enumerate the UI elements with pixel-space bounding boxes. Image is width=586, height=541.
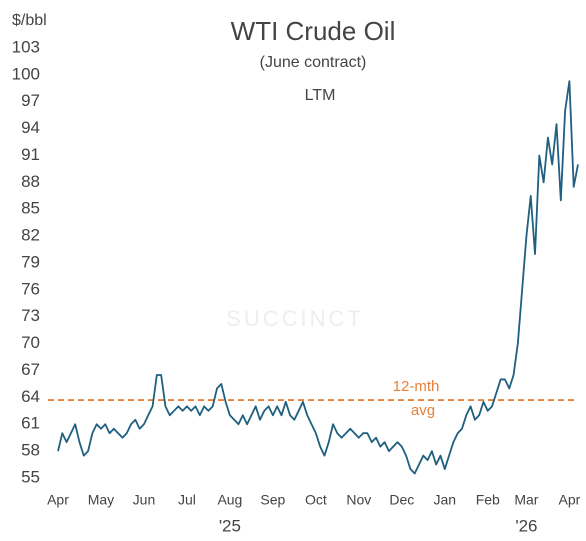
chart-title: WTI Crude Oil (231, 16, 396, 46)
x-tick-label: Aug (217, 492, 242, 508)
x-tick-label: Dec (389, 492, 414, 508)
x-year-label: '25 (219, 516, 241, 535)
watermark: SUCCINCT (226, 306, 364, 331)
y-tick-label: 64 (21, 387, 40, 406)
x-tick-label: Apr (559, 492, 581, 508)
y-tick-label: 97 (21, 91, 40, 110)
y-tick-label: 76 (21, 279, 40, 298)
x-year-label: '26 (515, 516, 537, 535)
y-tick-label: 73 (21, 306, 40, 325)
x-tick-label: Oct (305, 492, 327, 508)
x-tick-label: Jan (433, 492, 456, 508)
y-tick-label: 67 (21, 360, 40, 379)
y-tick-label: 100 (12, 64, 40, 83)
x-tick-label: Sep (260, 492, 285, 508)
x-tick-label: Jun (133, 492, 156, 508)
chart-subtitle: (June contract) (260, 54, 367, 71)
x-tick-label: Apr (47, 492, 69, 508)
y-tick-label: 58 (21, 441, 40, 460)
x-tick-label: Feb (476, 492, 500, 508)
y-tick-label: 85 (21, 199, 40, 218)
y-tick-label: 61 (21, 414, 40, 433)
y-tick-label: 82 (21, 226, 40, 245)
y-tick-label: 55 (21, 467, 40, 486)
price-line (57, 80, 579, 475)
y-tick-label: 70 (21, 333, 40, 352)
reference-label: avg (411, 402, 435, 419)
period-label: LTM (305, 87, 336, 104)
y-tick-label: 88 (21, 172, 40, 191)
x-tick-label: Mar (514, 492, 538, 508)
x-tick-label: May (88, 492, 114, 508)
x-tick-label: Nov (346, 492, 371, 508)
reference-label: 12-mth (393, 378, 440, 395)
x-tick-label: Jul (178, 492, 196, 508)
y-axis-label: $/bbl (12, 12, 47, 29)
y-tick-label: 91 (21, 145, 40, 164)
y-tick-label: 79 (21, 252, 40, 271)
y-tick-label: 103 (12, 37, 40, 56)
y-tick-label: 94 (21, 118, 40, 137)
